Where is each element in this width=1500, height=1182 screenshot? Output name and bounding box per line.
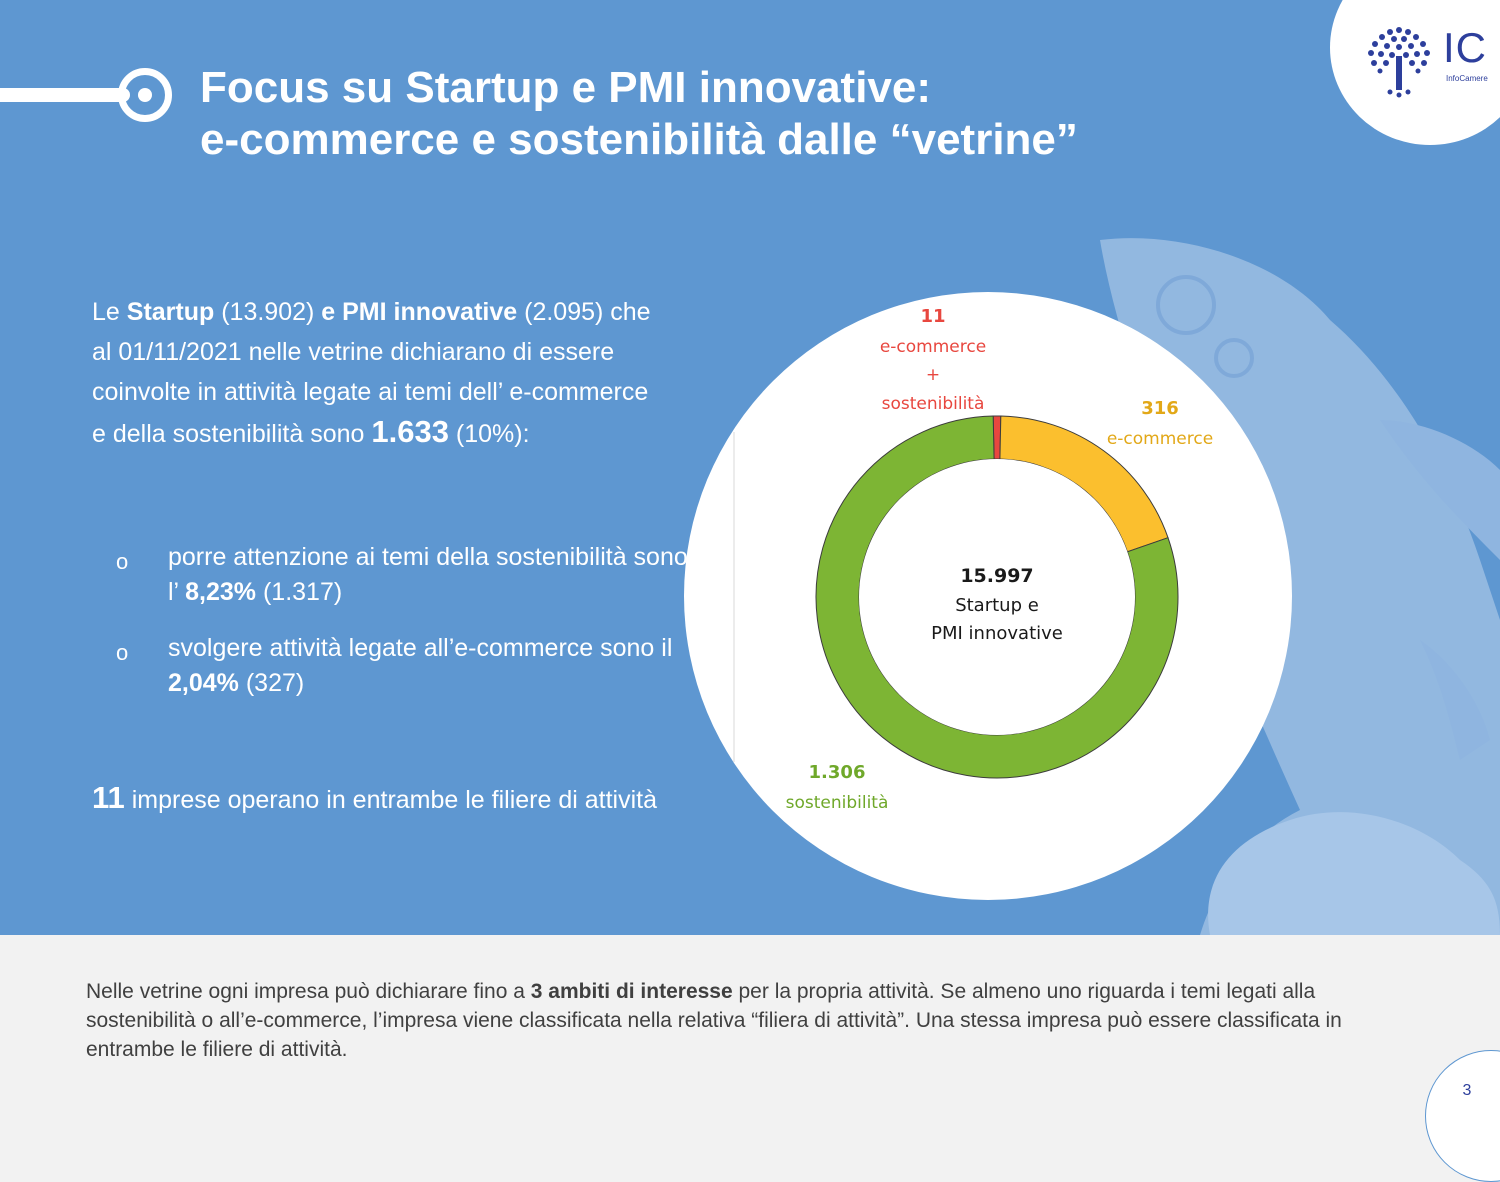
both-note-text: imprese operano in entrambe le filiere d… [124,786,657,814]
bullet-marker: o [116,549,129,574]
tree-logo-icon [1368,27,1430,98]
bullet-item-sostenibilita: o porre attenzione ai temi della sosteni… [92,540,692,610]
intro-paragraph: Le Startup (13.902) e PMI innovative (2.… [92,292,652,454]
logo-text: IC [1443,24,1487,71]
page-number: 3 [1462,1082,1472,1099]
slice-label-ecommerce: e-commerce [1107,429,1213,449]
slice-label-both-line1: e-commerce [880,337,986,357]
intro-text-2: (13.902) [214,298,322,326]
bullet-text: porre attenzione ai temi della sostenibi… [168,543,688,606]
slice-label-value-ecommerce: 316 [1141,398,1179,419]
bullet-text: svolgere attività legate all’e-commerce … [168,634,673,662]
bullet-item-ecommerce: o svolgere attività legate all’e-commerc… [92,631,692,701]
slice-label-both-line2: + [926,365,940,385]
slide-header-area: Focus su Startup e PMI innovative: e-com… [0,0,1500,935]
header-line-decoration [0,88,130,102]
both-note-count: 11 [92,780,125,815]
center-label-line1: Startup e [955,595,1039,616]
bullet-text-end: (327) [238,669,305,697]
page-number-circle [1425,1050,1500,1182]
bullet-bold: 8,23% [185,578,257,606]
page-title: Focus su Startup e PMI innovative: e-com… [200,62,1078,166]
bullet-text-end: (1.317) [256,578,343,606]
slice-label-both-line3: sostenibilità [882,394,985,414]
bullet-marker: o [116,640,129,665]
donut-chart: 15.997 Startup e PMI innovative 11 e-com… [733,306,1213,813]
title-line-1: Focus su Startup e PMI innovative: [200,63,932,112]
center-label-line2: PMI innovative [931,623,1063,644]
intro-total-bold: 1.633 [371,414,449,449]
footer-bold: 3 ambiti di interesse [530,980,733,1003]
slice-label-sostenibilita: sostenibilità [786,793,889,813]
bullet-bold: 2,04% [168,669,239,697]
bullet-list: o porre attenzione ai temi della sosteni… [92,540,692,722]
footer-text-2: per la propria attività. Se almeno uno r… [86,980,1342,1061]
header-circle-decoration [118,68,172,122]
intro-startup-bold: Startup [126,298,215,326]
title-line-2: e-commerce e sostenibilità dalle “vetrin… [200,115,1078,164]
intro-text-4: (10%): [448,420,530,448]
footer-text-1: Nelle vetrine ogni impresa può dichiarar… [86,980,531,1003]
intro-text-1: Le [92,298,127,326]
slice-label-value-sostenibilita: 1.306 [809,762,866,783]
logo-subtext: InfoCamere [1446,74,1488,83]
intro-text-3: (2.095) che al 01/11/2021 nelle vetrine … [92,298,651,448]
slice-label-value-both: 11 [920,306,945,327]
center-value: 15.997 [960,565,1033,587]
intro-pmi-bold: e PMI innovative [321,298,518,326]
both-filiere-note: 11 imprese operano in entrambe le filier… [92,780,692,818]
footer-note: Nelle vetrine ogni impresa può dichiarar… [86,977,1406,1064]
donut-hole [859,459,1135,735]
